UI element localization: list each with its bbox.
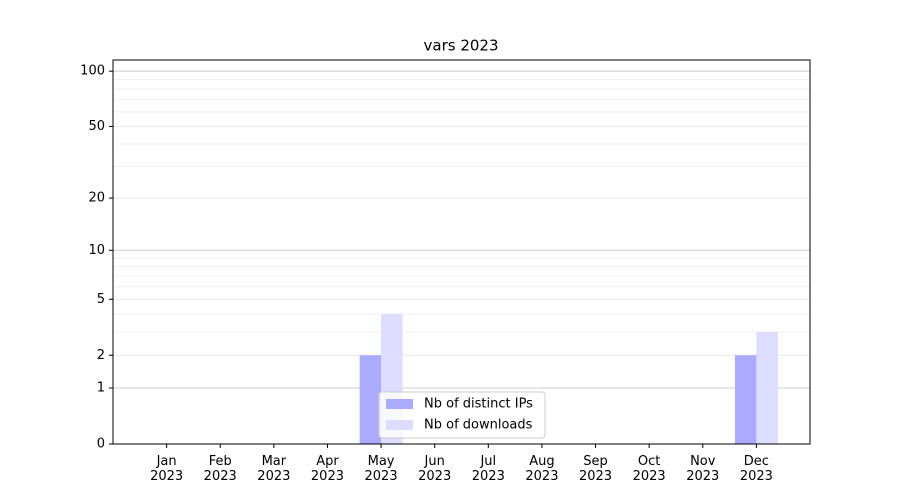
x-tick-label: May 2023: [365, 454, 398, 484]
y-tick-label: 1: [97, 381, 105, 396]
bar: [359, 355, 382, 444]
x-tick-label: Sep 2023: [579, 454, 612, 484]
x-tick-label: Jan 2023: [150, 454, 183, 484]
y-tick-label: 5: [97, 292, 105, 307]
x-tick-label: Mar 2023: [257, 454, 290, 484]
plot-frame: [112, 59, 811, 445]
legend-label: Nb of distinct IPs: [424, 397, 533, 412]
y-tick-label: 100: [80, 64, 105, 79]
x-tick-label: Apr 2023: [311, 454, 344, 484]
x-tick-label: Jun 2023: [418, 454, 451, 484]
x-tick-label: Aug 2023: [525, 454, 558, 484]
legend-box: [378, 391, 546, 439]
y-tick-label: 0: [97, 437, 105, 452]
x-tick-label: Jul 2023: [472, 454, 505, 484]
legend-swatch: [386, 399, 413, 409]
bar: [734, 355, 757, 444]
x-tick-label: Feb 2023: [204, 454, 237, 484]
y-tick-label: 20: [88, 191, 105, 206]
y-tick-label: 50: [88, 119, 105, 134]
bar: [756, 332, 778, 444]
x-tick-label: Oct 2023: [633, 454, 666, 484]
chart-title: vars 2023: [424, 37, 499, 55]
legend-label: Nb of downloads: [424, 418, 533, 433]
legend-swatch: [386, 420, 413, 430]
x-tick-label: Dec 2023: [740, 454, 773, 484]
y-tick-label: 2: [97, 348, 105, 363]
x-tick-label: Nov 2023: [686, 454, 719, 484]
y-tick-label: 10: [88, 243, 105, 258]
